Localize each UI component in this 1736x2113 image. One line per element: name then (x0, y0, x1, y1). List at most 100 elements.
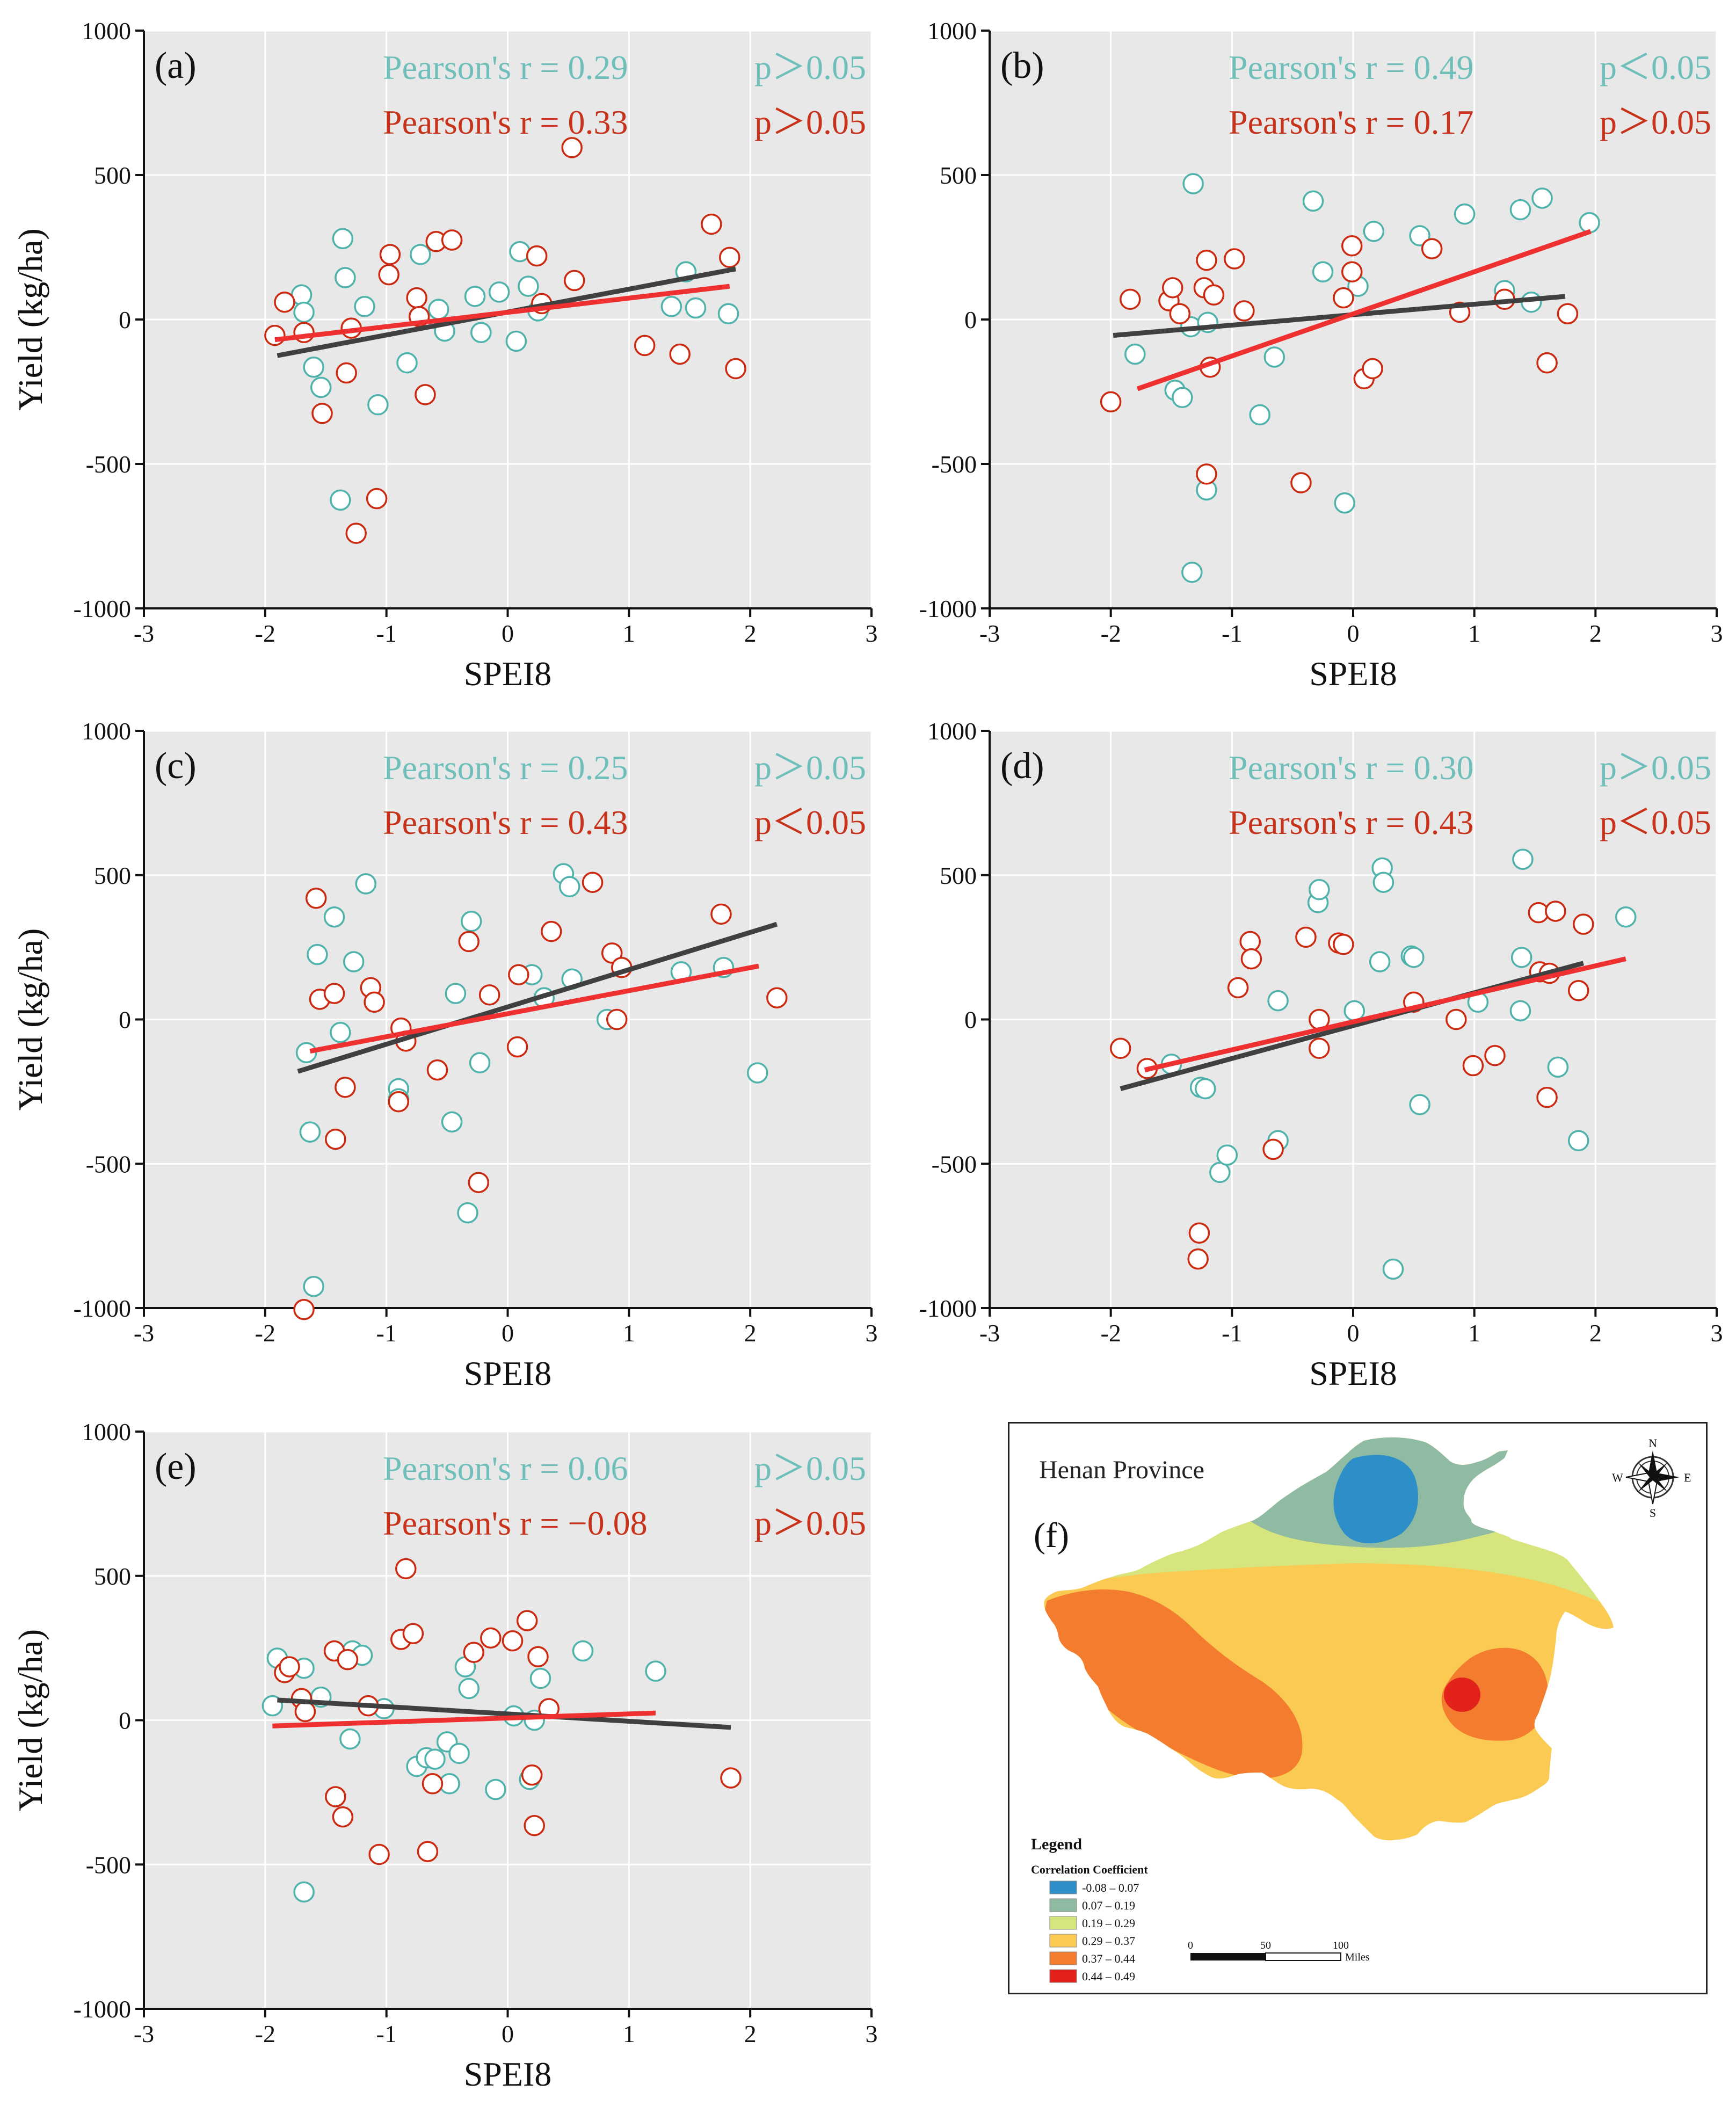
data-point-teal (1382, 1258, 1404, 1280)
p-value-annotation: p＞0.05 (1600, 749, 1711, 787)
fit-line-red (272, 1710, 656, 1729)
data-point-teal (343, 951, 365, 972)
data-point-teal (1403, 947, 1425, 968)
data-point-red (720, 1767, 742, 1789)
data-point-red (1462, 1055, 1484, 1077)
data-point-teal (505, 330, 527, 352)
data-point-teal (469, 1052, 491, 1073)
data-point-red (368, 1843, 390, 1865)
pearson-annotation: Pearson's r = 0.25 (383, 749, 628, 787)
data-point-red (1333, 287, 1354, 309)
compass-s: S (1650, 1506, 1656, 1520)
y-tick-label: 0 (119, 1006, 131, 1034)
fit-line-dark (1113, 294, 1566, 338)
data-point-teal (660, 296, 682, 317)
y-tick-label: 500 (94, 862, 131, 889)
data-point-teal (1509, 1000, 1531, 1022)
x-tick-label: 2 (744, 620, 757, 647)
x-tick-label: 0 (502, 620, 514, 647)
y-axis-title: Yield (kg/ha) (11, 928, 49, 1110)
x-tick-label: 1 (623, 1319, 635, 1347)
data-point-red (516, 1610, 538, 1631)
y-tick-label: 1000 (82, 17, 131, 45)
data-point-red (1100, 391, 1122, 413)
data-point-red (1109, 1037, 1131, 1059)
x-tick-label: -2 (255, 1319, 275, 1347)
x-tick-label: -1 (1222, 1319, 1242, 1347)
p-value-annotation: p＞0.05 (754, 103, 866, 141)
x-tick-label: -1 (376, 620, 397, 647)
data-point-teal (1512, 848, 1534, 870)
data-point-red (1536, 352, 1558, 374)
y-tick-label: -500 (932, 451, 977, 478)
data-point-teal (428, 299, 449, 320)
data-point-red (541, 920, 562, 942)
x-axis-title: SPEI8 (464, 1354, 552, 1392)
x-tick-label: -2 (255, 620, 275, 647)
zone-0.44-0.49 (1444, 1678, 1480, 1712)
data-point-teal (1454, 203, 1476, 225)
compass-rose-icon: N S E W (1612, 1436, 1691, 1520)
data-point-teal (1182, 173, 1204, 194)
data-point-red (458, 931, 480, 953)
data-point-red (1196, 463, 1217, 485)
legend-subheading: Correlation Coefficient (1031, 1863, 1148, 1876)
x-tick-label: 1 (623, 2020, 635, 2047)
x-tick-label: -3 (979, 620, 1000, 647)
x-tick-label: 3 (866, 620, 878, 647)
chart-panel-c: -3 -2 -1 0 1 2 3 1000 500 0 -500 -1000 SPEI8 Yield (k… (11, 717, 878, 1392)
data-point-teal (1369, 951, 1391, 972)
panel-label: (e) (155, 1446, 197, 1487)
x-tick-label: 0 (502, 1319, 514, 1347)
data-point-red (521, 1764, 543, 1786)
data-point-red (336, 362, 357, 384)
x-tick-label: 0 (502, 2020, 514, 2047)
data-point-red (279, 1656, 300, 1678)
data-point-teal (1334, 492, 1355, 514)
data-point-red (1240, 948, 1262, 970)
data-point-red (563, 270, 585, 292)
data-point-teal (717, 303, 739, 324)
legend-item-label: 0.37 – 0.44 (1082, 1952, 1135, 1965)
p-value-annotation: p＜0.05 (754, 803, 866, 841)
y-tick-label: -1000 (74, 1995, 131, 2023)
data-point-teal (295, 1042, 317, 1064)
legend-item-label: 0.07 – 0.19 (1082, 1899, 1135, 1912)
scale-label-100: 100 (1333, 1940, 1349, 1951)
data-point-red (582, 872, 604, 893)
data-point-red (601, 942, 623, 964)
x-tick-label: 2 (744, 1319, 757, 1347)
x-tick-label: -2 (1101, 620, 1121, 647)
data-point-teal (685, 297, 707, 319)
data-point-red (527, 1646, 549, 1667)
data-point-red (379, 244, 401, 265)
data-point-red (480, 1627, 502, 1649)
p-value-annotation: p＞0.05 (754, 48, 866, 86)
data-point-red (426, 1059, 448, 1081)
y-axis-title: Yield (kg/ha) (11, 228, 49, 410)
data-point-red (506, 1036, 528, 1058)
legend-heading: Legend (1031, 1835, 1082, 1853)
x-tick-label: 2 (1589, 620, 1602, 647)
data-point-teal (470, 322, 492, 343)
fit-line-red (274, 284, 730, 343)
data-point-teal (461, 911, 482, 932)
data-point-red (406, 287, 427, 309)
legend-swatch (1049, 1934, 1077, 1948)
x-tick-label: -3 (134, 620, 154, 647)
data-point-red (1567, 980, 1589, 1001)
x-tick-label: 3 (866, 2020, 878, 2047)
y-tick-label: 0 (964, 1006, 977, 1034)
p-value-annotation: p＞0.05 (1600, 103, 1711, 141)
data-point-red (766, 987, 788, 1008)
data-point-red (725, 358, 746, 380)
data-point-red (1333, 934, 1354, 955)
x-tick-label: -2 (1101, 1319, 1121, 1347)
data-point-red (463, 1642, 485, 1663)
data-point-teal (354, 296, 375, 317)
data-point-teal (1172, 387, 1193, 409)
data-point-teal (1615, 906, 1637, 928)
data-point-red (1224, 248, 1245, 270)
x-tick-label: 1 (1468, 1319, 1480, 1347)
